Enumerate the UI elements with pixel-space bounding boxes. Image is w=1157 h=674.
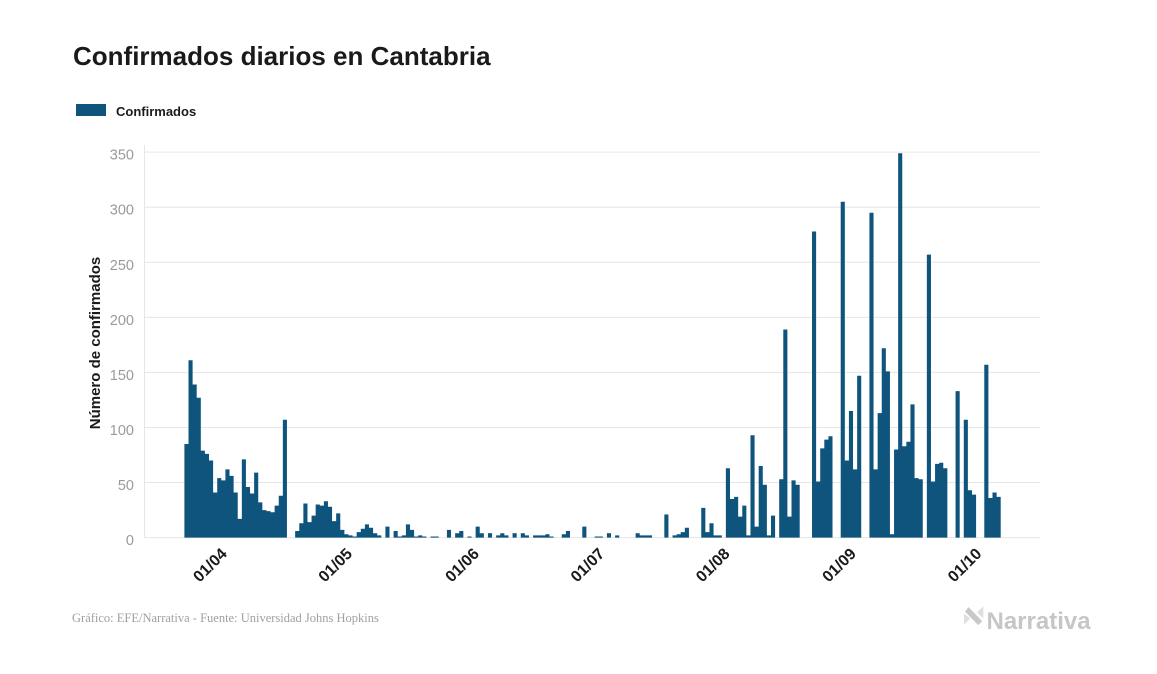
svg-text:Narrativa: Narrativa <box>987 608 1092 635</box>
svg-text:100: 100 <box>110 423 134 439</box>
svg-text:200: 200 <box>110 313 134 329</box>
svg-text:250: 250 <box>110 258 134 274</box>
svg-text:Gráfico: EFE/Narrativa - Fuent: Gráfico: EFE/Narrativa - Fuente: Univers… <box>72 611 379 625</box>
svg-text:Confirmados: Confirmados <box>116 104 196 119</box>
svg-text:Número de confirmados: Número de confirmados <box>87 257 104 430</box>
svg-text:350: 350 <box>110 148 134 164</box>
svg-text:Confirmados diarios en Cantabr: Confirmados diarios en Cantabria <box>73 41 491 71</box>
svg-text:300: 300 <box>110 203 134 219</box>
svg-text:150: 150 <box>110 368 134 384</box>
svg-text:50: 50 <box>118 478 134 494</box>
svg-text:0: 0 <box>126 533 134 549</box>
